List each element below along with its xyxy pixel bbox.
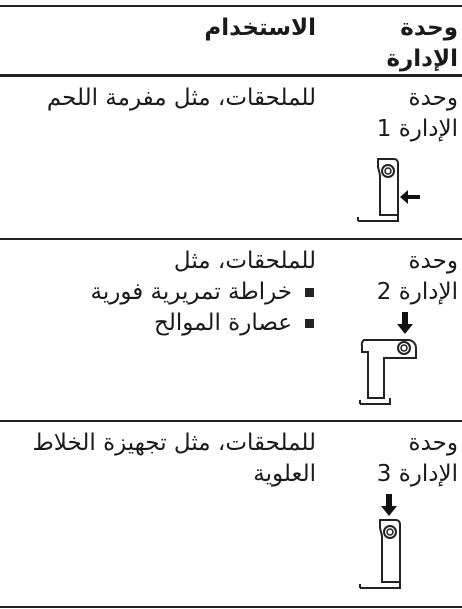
- use-text: للملحقات، مثل: [173, 248, 316, 274]
- unit-label: وحدة الإدارة 3: [376, 430, 458, 487]
- unit-cell: وحدة الإدارة 2: [344, 240, 462, 420]
- table: وحدة الإدارة الاستخدام وحدة الإدارة 1 لل…: [0, 5, 462, 608]
- unit-label: وحدة الإدارة 2: [376, 248, 458, 305]
- use-cell: للملحقات، مثل تجهيزة الخلاط العلوية: [0, 422, 344, 606]
- header-cell: الاستخدام: [0, 7, 344, 74]
- use-text: للملحقات، مثل مفرمة اللحم: [46, 85, 316, 111]
- table-row: وحدة الإدارة 1 للملحقات، مثل مفرمة اللحم: [0, 77, 462, 240]
- header-unit: وحدة الإدارة: [386, 15, 458, 72]
- header-use: الاستخدام: [204, 15, 316, 41]
- bullet-item: خراطة تمريرية فورية: [8, 277, 314, 308]
- use-cell: للملحقات، مثل خراطة تمريرية فورية عصارة …: [0, 240, 344, 420]
- bullet-item: عصارة الموالح: [8, 308, 314, 339]
- table-row: وحدة الإدارة 2 للملحقات، مثل خراطة تمرير…: [0, 240, 462, 422]
- drive-icon: [359, 494, 401, 589]
- table-row: وحدة الإدارة 3 للملحقات، مثل تجهيزة الخل…: [0, 422, 462, 608]
- drive-icon: [357, 158, 420, 222]
- unit-label: وحدة الإدارة 1: [376, 85, 458, 142]
- header-cell: وحدة الإدارة: [344, 7, 462, 74]
- unit-cell: وحدة الإدارة 1: [344, 77, 462, 238]
- use-cell: للملحقات، مثل مفرمة اللحم: [0, 77, 344, 238]
- header-row: وحدة الإدارة الاستخدام: [0, 7, 462, 77]
- drive-icon: [359, 312, 417, 405]
- bullet-list: خراطة تمريرية فورية عصارة الموالح: [8, 277, 316, 339]
- unit-cell: وحدة الإدارة 3: [344, 422, 462, 606]
- use-text: للملحقات، مثل تجهيزة الخلاط العلوية: [32, 430, 316, 487]
